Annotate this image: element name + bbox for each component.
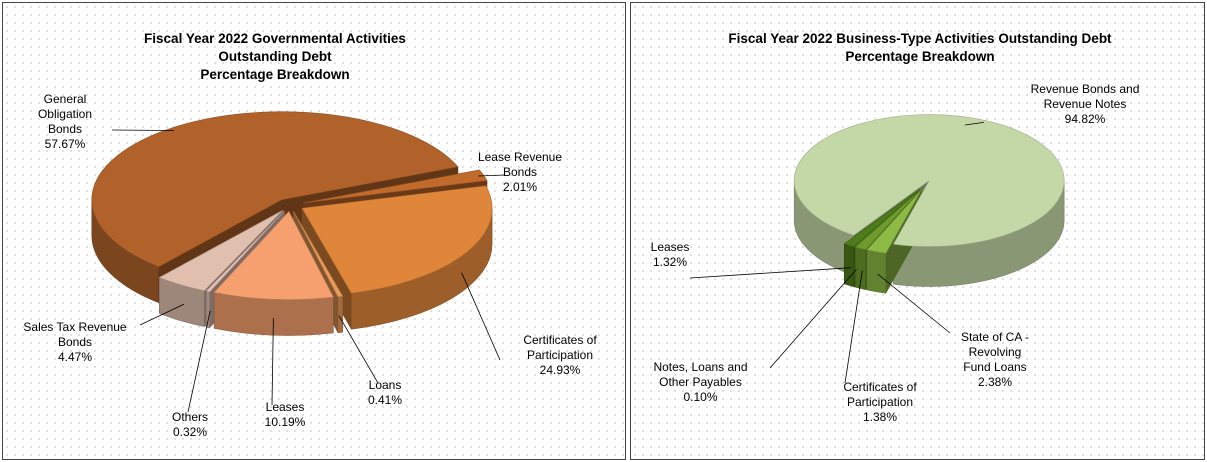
title-line: Fiscal Year 2022 Governmental Activities <box>144 31 406 46</box>
pie-slice <box>213 210 334 300</box>
value-label: 0.32% <box>172 425 208 439</box>
leader-line <box>461 272 501 361</box>
pie-slice <box>91 111 459 268</box>
slice-name: Others <box>171 410 208 424</box>
chart-title: Fiscal Year 2022 Governmental Activities… <box>100 30 450 84</box>
data-label: Certificates of Participation 1.38% <box>830 380 930 425</box>
value-label: 0.41% <box>367 393 403 407</box>
value-label: 10.19% <box>264 415 306 429</box>
leader-line <box>769 268 857 369</box>
slice-side <box>844 243 855 288</box>
pie-slice <box>301 185 493 294</box>
data-label: State of CA - Revolving Fund Loans 2.38% <box>955 330 1035 390</box>
leaders <box>111 129 506 413</box>
value-label: 94.82% <box>1064 112 1106 126</box>
pie-slice <box>843 188 920 248</box>
slice-side <box>337 295 343 334</box>
chart-title: Fiscal Year 2022 Business-Type Activitie… <box>690 30 1150 66</box>
slice-name: Certificates of Participation <box>523 333 597 362</box>
value-label: 2.38% <box>977 375 1013 389</box>
slice-tops <box>793 114 1065 254</box>
slice-name: Loans <box>368 378 402 392</box>
leader-line <box>271 318 274 406</box>
slice-name: General Obligation Bonds <box>37 92 93 136</box>
pie-slice <box>158 210 283 292</box>
slice-name: State of CA - Revolving Fund Loans <box>960 330 1030 374</box>
leader-line <box>689 267 852 279</box>
data-label: Certificates of Participation 24.93% <box>505 333 615 378</box>
data-label: Revenue Bonds and Revenue Notes 94.82% <box>1010 82 1160 127</box>
data-label: Notes, Loans and Other Payables 0.10% <box>638 360 763 405</box>
title-line: Outstanding Debt <box>218 49 332 64</box>
data-label: Lease Revenue Bonds 2.01% <box>470 150 570 195</box>
title-line: Fiscal Year 2022 Business-Type Activitie… <box>728 31 1112 46</box>
value-label: 24.93% <box>539 363 581 377</box>
pie-slice <box>853 189 921 248</box>
slice-name: Leases <box>650 240 690 254</box>
value-label: 0.10% <box>683 390 718 404</box>
data-label: Loans 0.41% <box>360 378 410 408</box>
data-label: Leases 1.32% <box>640 240 700 270</box>
value-label: 1.38% <box>862 410 898 424</box>
data-label: Sales Tax Revenue Bonds 4.47% <box>15 320 135 365</box>
slice-name: Lease Revenue Bonds <box>477 150 563 179</box>
leader-line <box>139 303 185 326</box>
slice-tops <box>91 111 493 300</box>
pie-slice <box>866 189 922 254</box>
data-label: Leases 10.19% <box>255 400 315 430</box>
leader-line <box>844 270 863 384</box>
leader-line <box>338 315 379 384</box>
leader-line <box>964 121 984 126</box>
slice-name: Leases <box>265 400 305 414</box>
value-label: 57.67% <box>44 137 86 151</box>
pie-slice <box>293 211 344 298</box>
value-label: 1.32% <box>652 255 688 269</box>
data-label: Others 0.32% <box>165 410 215 440</box>
pie-slice <box>205 210 285 293</box>
leader-line <box>877 273 951 334</box>
leaders <box>689 121 984 384</box>
title-line: Percentage Breakdown <box>200 67 350 82</box>
value-label: 2.01% <box>502 180 538 194</box>
slice-name: Sales Tax Revenue Bonds <box>23 320 127 349</box>
leader-line <box>478 174 506 177</box>
slice-side <box>866 249 887 294</box>
pie-slice <box>303 169 488 204</box>
slice-name: Notes, Loans and Other Payables <box>653 360 748 389</box>
slice-name: Certificates of Participation <box>843 380 917 409</box>
value-label: 4.47% <box>57 350 93 364</box>
slice-side <box>853 246 856 288</box>
pie-slice <box>854 189 921 251</box>
leader-line <box>187 310 211 413</box>
title-line: Percentage Breakdown <box>845 49 995 64</box>
pie-slice <box>793 114 1065 247</box>
data-label: General Obligation Bonds 57.67% <box>25 92 105 152</box>
slice-name: Revenue Bonds and Revenue Notes <box>1030 82 1140 111</box>
